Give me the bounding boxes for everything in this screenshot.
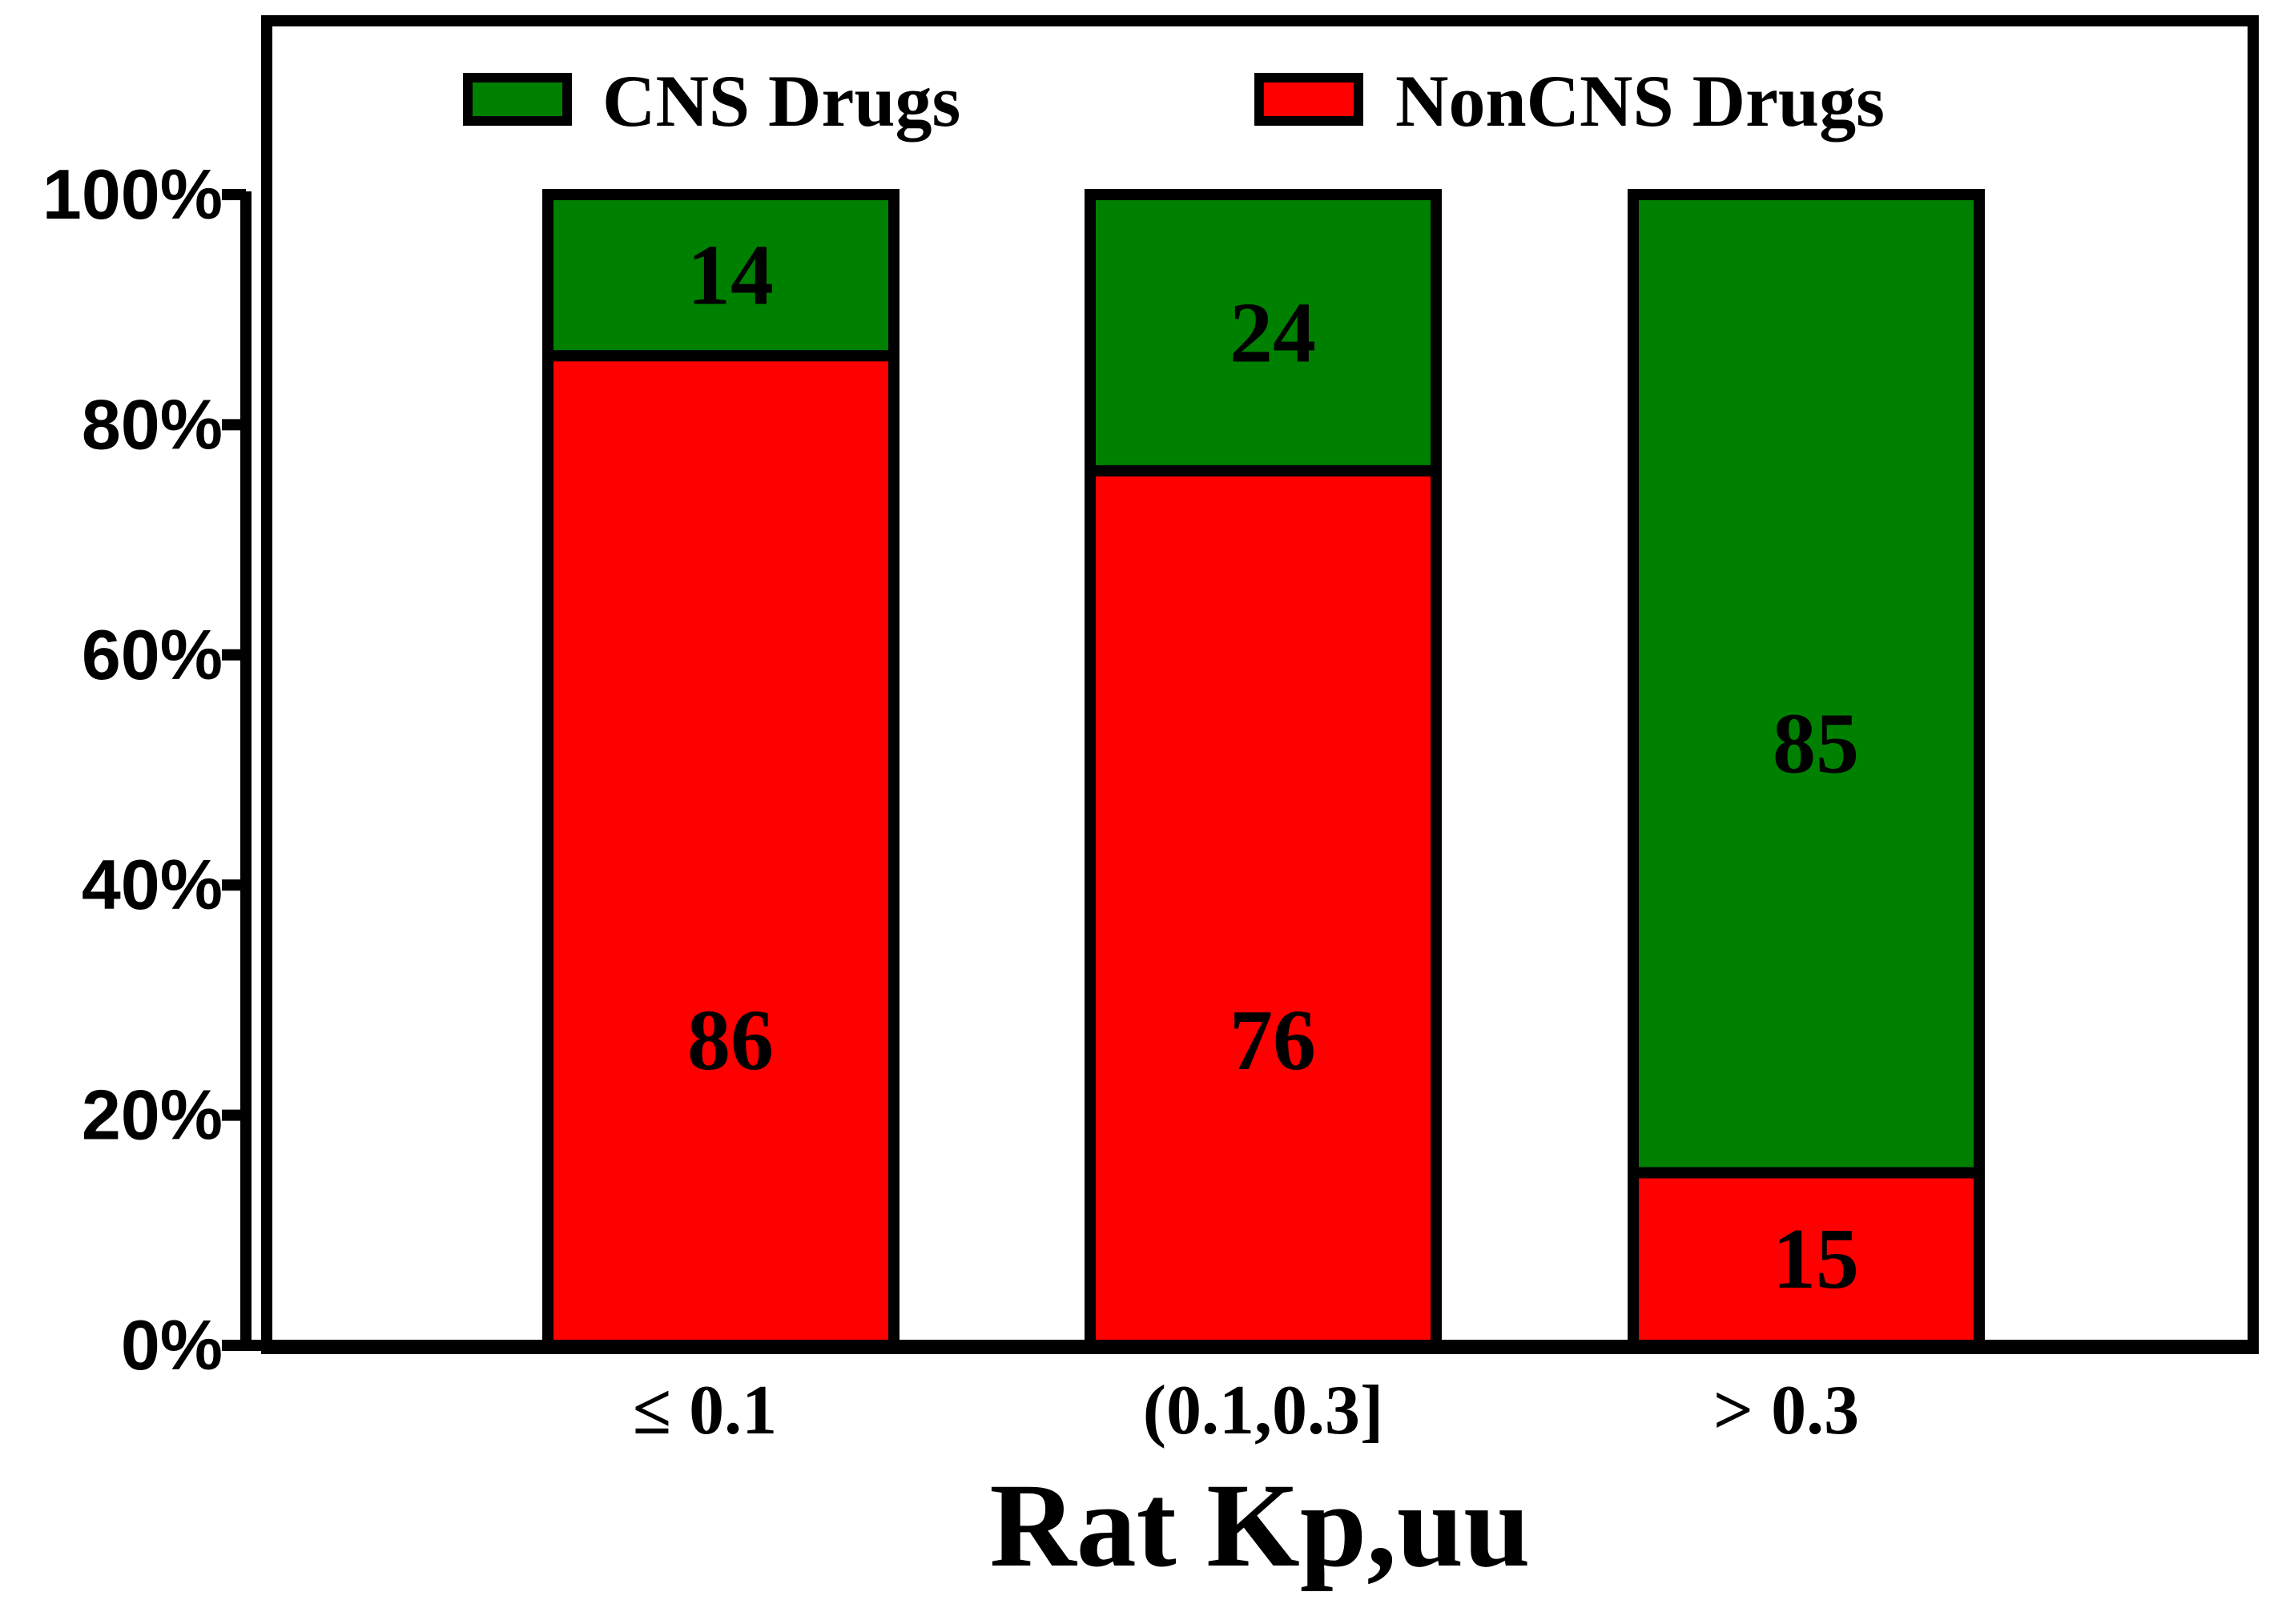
legend: CNS Drugs NonCNS Drugs <box>463 60 1885 142</box>
noncns-data-label: 86 <box>687 993 774 1088</box>
noncns-bar-segment <box>1628 1167 1985 1351</box>
legend-swatch <box>1254 73 1363 126</box>
y-axis: 0% 20% 40% 60% 80% 100% <box>42 155 252 1385</box>
x-axis: ≤ 0.1 (0.1,0.3] > 0.3 <box>222 1340 2259 1449</box>
legend-label: NonCNS Drugs <box>1395 60 1885 142</box>
noncns-bar-segment <box>1085 464 1442 1351</box>
y-tick-label: 20% <box>82 1075 223 1155</box>
legend-label: CNS Drugs <box>602 60 960 142</box>
cns-data-label: 24 <box>1230 285 1316 380</box>
cns-bar-segment <box>1628 189 1985 1179</box>
cns-bar-segment <box>542 189 900 362</box>
x-tick-label: > 0.3 <box>1713 1372 1859 1449</box>
legend-swatch <box>463 73 572 126</box>
y-tick-label: 100% <box>42 155 223 234</box>
noncns-data-label: 76 <box>1230 993 1316 1088</box>
bars-group: 86 14 76 24 15 85 <box>542 189 1985 1351</box>
y-tick-label: 40% <box>82 845 223 924</box>
y-tick-label: 0% <box>121 1305 223 1385</box>
x-axis-title: Rat Kp,uu <box>989 1459 1530 1592</box>
y-tick-label: 60% <box>82 615 223 694</box>
noncns-data-label: 15 <box>1773 1212 1859 1307</box>
cns-data-label: 85 <box>1773 697 1859 792</box>
y-tick-label: 80% <box>82 384 223 464</box>
x-tick-label: (0.1,0.3] <box>1143 1372 1384 1449</box>
noncns-bar-segment <box>542 350 900 1351</box>
x-tick-label: ≤ 0.1 <box>633 1372 777 1449</box>
cns-data-label: 14 <box>687 228 774 324</box>
cns-bar-segment <box>1085 189 1442 476</box>
